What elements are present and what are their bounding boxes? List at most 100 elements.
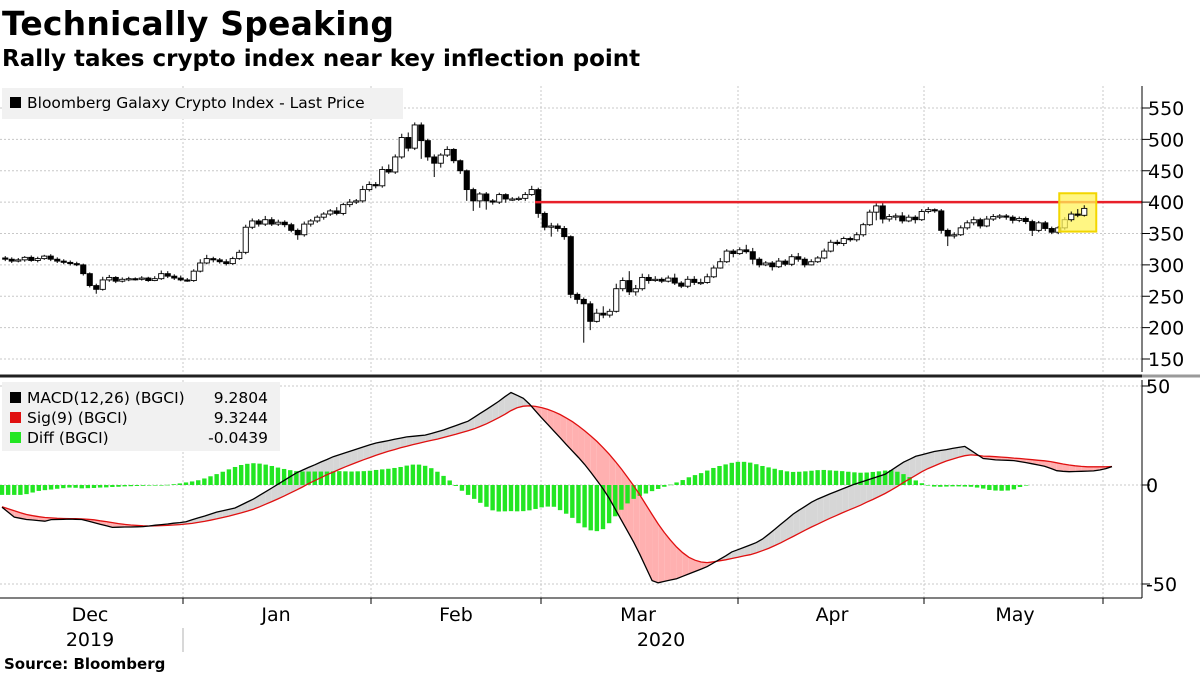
candle-body [366,184,373,191]
diff-bar [846,471,851,485]
diff-bar [760,465,765,485]
macd-band-segment [228,507,236,517]
price-candle [184,278,191,282]
price-gridlines [0,107,1142,360]
price-candle [125,276,132,282]
macd-band-segment [351,448,358,465]
price-candle [327,209,334,216]
diff-bar [312,471,317,485]
diff-bar [741,461,747,485]
price-candle [990,214,997,221]
diff-bar [711,467,716,485]
diff-bar [48,485,54,490]
diff-bar [196,480,201,485]
diff-bar [514,485,520,512]
diff-bar [901,474,906,485]
x-axis-ticks: Dec Jan Feb Mar Apr May 2019 2020 [66,598,1104,651]
price-candle [723,249,730,263]
candle-body [912,216,919,221]
diff-bar [97,485,103,488]
candle-body [418,124,425,142]
candle-body [593,312,600,322]
candle-body [359,189,366,202]
diff-bar [839,471,845,485]
diff-bar [220,471,225,485]
price-candle [1035,220,1042,233]
candle-body [678,282,685,287]
diff-bar [410,464,416,485]
price-candle [489,198,496,205]
price-candle [262,215,269,226]
diff-bar [324,471,330,485]
candle-body [548,225,555,228]
macd-band-segment [645,504,653,581]
price-candle [983,215,990,228]
candle-body [1003,215,1010,218]
macd-band-segment [474,413,481,429]
price-candle [860,222,867,237]
price-candle [164,271,171,279]
diff-bar [502,485,508,512]
price-candle [15,257,22,263]
candle-body [216,259,223,263]
diff-bar [717,465,722,485]
macd-band-segment [265,487,272,505]
macd-band-segment [382,440,389,454]
diff-bar [907,477,912,485]
candle-body [457,160,464,172]
diff-bar [735,461,741,485]
diff-bar [349,471,354,485]
macd-band-segment [921,453,929,472]
diff-bar [165,484,170,486]
price-candle [444,146,451,157]
macd-band-segment [216,510,223,519]
candle-body [171,275,178,279]
candle-body [645,276,652,282]
macd-band-segment [584,430,591,473]
diff-bar [680,480,685,485]
price-candle [197,259,204,273]
diff-bar [913,480,918,485]
diff-bar [527,485,532,511]
candle-body [450,148,457,162]
diff-bar [588,485,593,531]
price-tick-label: 500 [1148,129,1184,151]
candle-body [892,215,899,218]
diff-bar [809,470,814,485]
candle-body [847,238,854,241]
diff-bar [993,485,998,491]
diff-bar [337,471,342,485]
macd-band-segment [633,485,640,555]
diff-bar [189,481,195,485]
diff-bar [754,464,759,485]
candle-body [392,156,399,173]
price-candle [834,239,841,246]
price-tick-label: 550 [1148,98,1184,120]
diff-bar [367,470,373,485]
candle-body [119,278,126,282]
candle-body [665,277,672,282]
price-candle [795,252,802,262]
macd-band-segment [541,407,548,425]
diff-bar [484,485,489,507]
price-candle [561,225,568,240]
macd-band-segment [461,421,469,433]
macd-band-segment [823,493,830,522]
candle-body [184,279,191,282]
diff-bar [12,485,17,495]
diff-bar [539,485,544,508]
candle-body [197,262,204,272]
price-tick-label: 200 [1148,318,1184,340]
diff-bar [790,471,796,485]
diff-bar [570,485,575,518]
candle-body [132,278,139,281]
macd-band-segment [535,406,542,418]
price-candle [307,219,314,227]
price-candle [21,256,28,262]
price-tick-label: 150 [1148,349,1184,371]
diff-bar [478,485,483,503]
candle-body [28,256,35,261]
price-candle [138,276,145,281]
price-candle [970,216,977,226]
x-tick-label: Mar [620,604,656,626]
